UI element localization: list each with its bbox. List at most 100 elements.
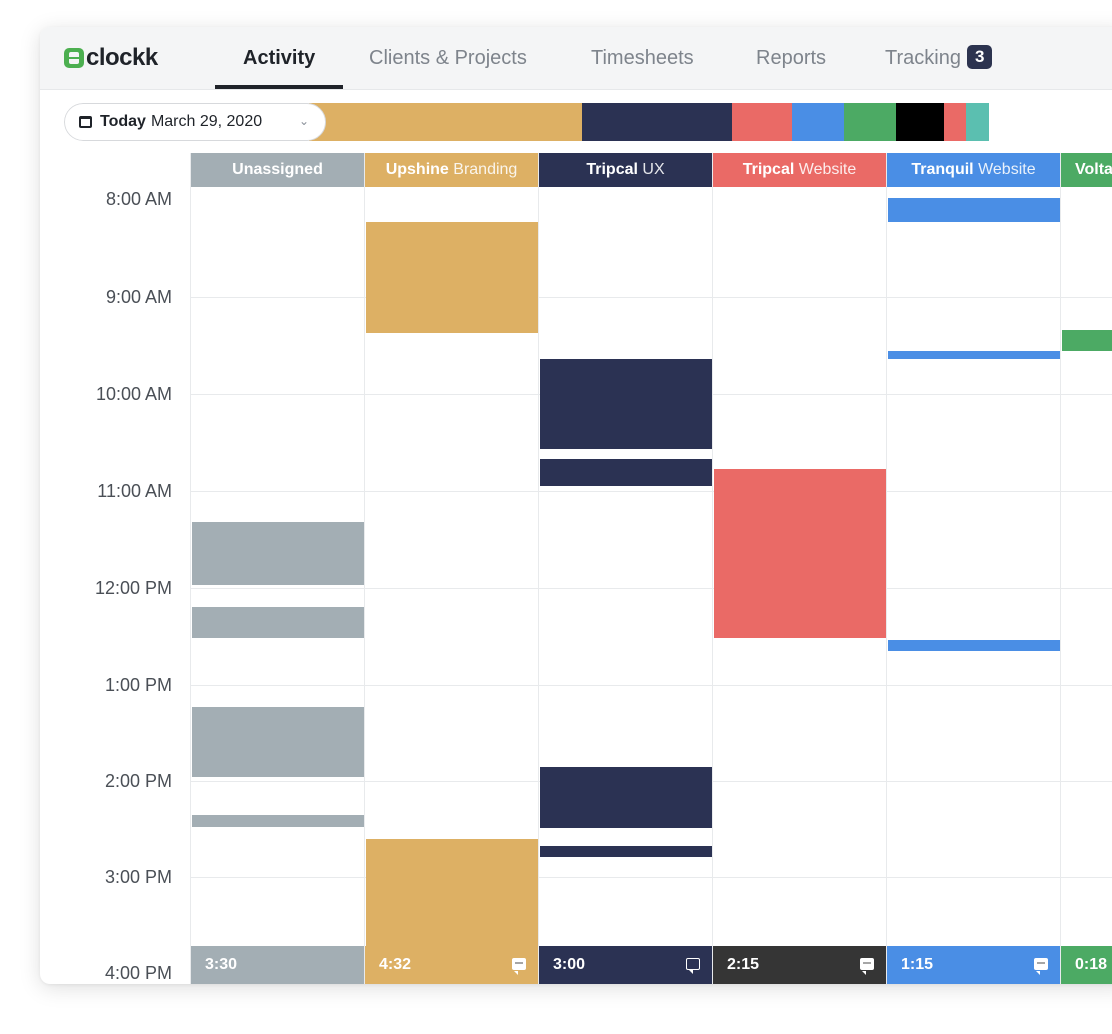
project-name: Website <box>798 161 857 178</box>
column-volta: Volta 0:18 <box>1060 153 1112 984</box>
comment-icon[interactable] <box>512 958 526 975</box>
date-picker[interactable]: Today March 29, 2020 ⌄ <box>64 103 326 141</box>
segment-tripcal-website <box>732 103 792 141</box>
time-entry-block[interactable] <box>888 198 1060 223</box>
client-name: Tripcal <box>586 161 638 178</box>
segment-teal <box>966 103 989 141</box>
activity-panel: clockk Activity Clients & Projects Times… <box>40 27 1112 984</box>
segment-tripcal-ux <box>582 103 732 141</box>
time-entry-block[interactable] <box>1062 330 1112 352</box>
tab-clients-projects[interactable]: Clients & Projects <box>369 27 527 89</box>
total-time: 3:30 <box>205 956 238 973</box>
time-entry-block[interactable] <box>540 359 712 450</box>
time-entry-block[interactable] <box>192 707 364 777</box>
tab-timesheets[interactable]: Timesheets <box>591 27 694 89</box>
project-name: Website <box>978 161 1036 178</box>
tab-activity[interactable]: Activity <box>215 27 344 89</box>
column-header[interactable]: Volta <box>1061 153 1112 187</box>
calendar-icon <box>79 116 92 128</box>
hour-label: 8:00 AM <box>105 189 172 209</box>
column-upshine-branding: Upshine Branding 4:32 <box>364 153 538 984</box>
comment-icon[interactable] <box>860 958 874 975</box>
time-entry-block[interactable] <box>192 521 364 585</box>
date-text: March 29, 2020 <box>150 113 263 130</box>
tab-timesheets-label: Timesheets <box>591 47 694 69</box>
time-entry-block[interactable] <box>540 766 712 829</box>
top-nav: clockk Activity Clients & Projects Times… <box>40 27 1112 89</box>
column-header[interactable]: Unassigned <box>191 153 364 187</box>
column-tripcal-website: Tripcal Website 2:15 <box>712 153 886 984</box>
time-axis: 8:00 AM 9:00 AM 10:00 AM 11:00 AM 12:00 … <box>40 153 190 984</box>
time-entry-block[interactable] <box>192 815 364 827</box>
time-entry-block[interactable] <box>192 607 364 638</box>
column-total[interactable]: 2:15 <box>713 946 886 984</box>
segment-volta <box>844 103 896 141</box>
tab-clients-projects-label: Clients & Projects <box>369 47 527 69</box>
column-total[interactable]: 0:18 <box>1061 946 1112 984</box>
hour-gridline <box>190 588 1112 589</box>
hour-label: 4:00 PM <box>104 963 172 983</box>
time-entry-block[interactable] <box>540 459 712 487</box>
segment-coral <box>944 103 966 141</box>
time-entry-block[interactable] <box>366 222 538 334</box>
column-total[interactable]: 3:00 <box>539 946 712 984</box>
total-time: 0:18 <box>1075 956 1108 973</box>
tab-tracking-label: Tracking <box>885 47 961 69</box>
time-entry-block[interactable] <box>888 351 1060 360</box>
column-header[interactable]: Tripcal UX <box>539 153 712 187</box>
clockk-logo-icon <box>64 48 84 68</box>
column-total[interactable]: 4:32 <box>365 946 538 984</box>
hour-gridline <box>190 685 1112 686</box>
time-distribution: Today March 29, 2020 ⌄ <box>64 103 1009 141</box>
project-name: UX <box>642 161 665 178</box>
column-header[interactable]: Tripcal Website <box>713 153 886 187</box>
tab-reports[interactable]: Reports <box>756 27 826 89</box>
clockk-logo[interactable]: clockk <box>64 41 158 75</box>
client-name: Upshine <box>385 161 449 178</box>
tab-reports-label: Reports <box>756 47 827 69</box>
today-label: Today <box>100 113 146 130</box>
segment-upshine-branding <box>309 103 582 141</box>
column-tranquil-website: Tranquil Website 1:15 <box>886 153 1060 984</box>
hour-gridline <box>190 877 1112 878</box>
client-name: Tripcal <box>742 161 795 178</box>
client-name: Tranquil <box>911 161 974 178</box>
hour-label: 12:00 PM <box>94 578 172 598</box>
hour-gridline <box>190 297 1112 298</box>
project-name: Branding <box>453 161 518 178</box>
hour-label: 11:00 AM <box>97 481 172 501</box>
total-time: 1:15 <box>901 956 934 973</box>
time-entry-block[interactable] <box>888 639 1060 651</box>
segment-tranquil-website <box>792 103 844 141</box>
tab-activity-label: Activity <box>243 47 316 69</box>
hour-gridline <box>190 491 1112 492</box>
column-total[interactable]: 1:15 <box>887 946 1060 984</box>
calendar-grid: Unassigned 3:30 Upshine Branding 4:32 Tr… <box>190 153 1112 984</box>
comment-icon[interactable] <box>1034 958 1048 975</box>
column-total[interactable]: 3:30 <box>191 946 364 984</box>
tab-tracking[interactable]: Tracking 3 <box>885 27 993 89</box>
column-unassigned: Unassigned 3:30 <box>190 153 364 984</box>
client-name: Unassigned <box>232 161 323 178</box>
hour-label: 10:00 AM <box>95 384 172 404</box>
date-distribution-bar: Today March 29, 2020 ⌄ <box>40 89 1112 153</box>
segment-black <box>896 103 944 141</box>
hour-label: 9:00 AM <box>105 287 172 307</box>
client-name: Volta <box>1075 161 1112 178</box>
hour-label: 1:00 PM <box>104 675 172 695</box>
time-entry-block[interactable] <box>540 845 712 858</box>
time-entry-block[interactable] <box>714 468 886 638</box>
hour-label: 3:00 PM <box>104 867 172 887</box>
column-header[interactable]: Upshine Branding <box>365 153 538 187</box>
column-header[interactable]: Tranquil Website <box>887 153 1060 187</box>
total-time: 4:32 <box>379 956 412 973</box>
logo-text: clockk <box>86 44 158 71</box>
hour-label: 2:00 PM <box>104 771 172 791</box>
chevron-down-icon: ⌄ <box>298 114 309 128</box>
column-tripcal-ux: Tripcal UX 3:00 <box>538 153 712 984</box>
total-time: 3:00 <box>553 956 586 973</box>
tracking-count-badge: 3 <box>966 45 993 69</box>
comment-outline-icon[interactable] <box>686 958 700 974</box>
time-entry-block[interactable] <box>366 839 538 948</box>
total-time: 2:15 <box>727 956 760 973</box>
